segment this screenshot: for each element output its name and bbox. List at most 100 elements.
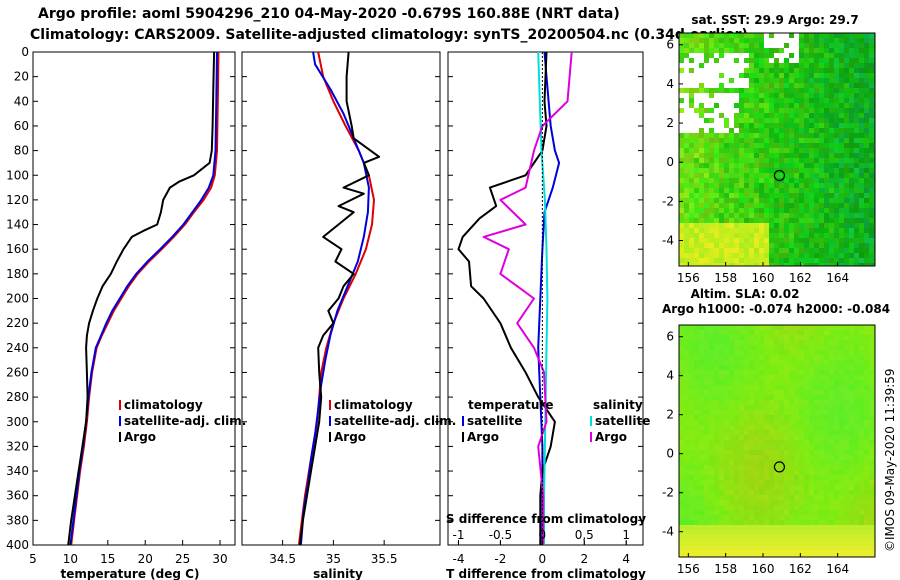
map-cell bbox=[864, 223, 869, 228]
map-cell bbox=[829, 460, 834, 465]
map-cell bbox=[854, 33, 859, 38]
map-cell bbox=[744, 405, 749, 410]
map-cell bbox=[714, 415, 719, 420]
map-cell bbox=[829, 68, 834, 73]
map-cell bbox=[764, 123, 769, 128]
map-cell bbox=[774, 515, 779, 520]
map-cell bbox=[689, 435, 694, 440]
map-cell bbox=[764, 138, 769, 143]
map-cell bbox=[789, 360, 794, 365]
map-cell bbox=[814, 480, 819, 485]
map-cell bbox=[704, 515, 709, 520]
y-tick-label: 80 bbox=[14, 144, 29, 158]
map-cell bbox=[834, 88, 839, 93]
map-cell bbox=[759, 213, 764, 218]
map-cell bbox=[704, 133, 709, 138]
map-cell bbox=[699, 400, 704, 405]
map-cell bbox=[684, 505, 689, 510]
map-cell bbox=[829, 148, 834, 153]
map-cell bbox=[799, 410, 804, 415]
map-cell bbox=[824, 78, 829, 83]
map-cell bbox=[749, 360, 754, 365]
map-cell bbox=[834, 233, 839, 238]
map-cell bbox=[744, 505, 749, 510]
map-cell bbox=[709, 500, 714, 505]
map-cell bbox=[834, 238, 839, 243]
map-cell bbox=[849, 415, 854, 420]
map-cell bbox=[784, 350, 789, 355]
map-cell bbox=[804, 143, 809, 148]
map-cell bbox=[779, 480, 784, 485]
map-cell bbox=[824, 360, 829, 365]
map-cell bbox=[689, 158, 694, 163]
map-cell bbox=[734, 223, 739, 228]
map-cell bbox=[724, 188, 729, 193]
map-cell bbox=[829, 330, 834, 335]
map-cell bbox=[794, 505, 799, 510]
map-cell bbox=[729, 530, 734, 535]
map-cell bbox=[809, 395, 814, 400]
map-cell bbox=[844, 530, 849, 535]
map-cell bbox=[809, 505, 814, 510]
map-cell bbox=[824, 263, 829, 266]
map-cell bbox=[729, 480, 734, 485]
map-cell bbox=[839, 375, 844, 380]
map-cell bbox=[704, 88, 709, 93]
map-cell bbox=[764, 430, 769, 435]
map-cell bbox=[829, 223, 834, 228]
map-cell bbox=[804, 38, 809, 43]
map-cell bbox=[854, 405, 859, 410]
map-cell bbox=[754, 350, 759, 355]
map-cell bbox=[749, 128, 754, 133]
map-cell bbox=[794, 238, 799, 243]
map-cell bbox=[869, 98, 874, 103]
map-cell bbox=[804, 520, 809, 525]
map-cell bbox=[684, 148, 689, 153]
map-cell bbox=[749, 178, 754, 183]
map-cell bbox=[689, 450, 694, 455]
map-cell bbox=[724, 340, 729, 345]
map-cell bbox=[859, 350, 864, 355]
map-cell bbox=[824, 430, 829, 435]
map-cell bbox=[769, 460, 774, 465]
map-cell bbox=[869, 228, 874, 233]
map-cell bbox=[789, 263, 794, 266]
map-cell bbox=[739, 435, 744, 440]
map-cell bbox=[709, 405, 714, 410]
map-cell bbox=[694, 525, 699, 530]
map-cell bbox=[744, 395, 749, 400]
map-cell bbox=[784, 445, 789, 450]
map-cell bbox=[784, 495, 789, 500]
map-cell bbox=[729, 420, 734, 425]
map-cell bbox=[779, 525, 784, 530]
map-cell bbox=[864, 128, 869, 133]
map-cell bbox=[734, 183, 739, 188]
map-cell bbox=[719, 48, 724, 53]
map-cell bbox=[729, 470, 734, 475]
map-cell bbox=[724, 350, 729, 355]
map-cell bbox=[809, 33, 814, 38]
map-cell bbox=[769, 445, 774, 450]
map-cell bbox=[724, 445, 729, 450]
map-cell bbox=[869, 425, 874, 430]
map-cell bbox=[779, 370, 784, 375]
map-cell bbox=[694, 375, 699, 380]
map-cell bbox=[759, 500, 764, 505]
map-cell bbox=[719, 33, 724, 38]
salinity-series-argo bbox=[298, 52, 381, 545]
map-cell bbox=[754, 238, 759, 243]
map-cell bbox=[854, 340, 859, 345]
map-cell bbox=[809, 460, 814, 465]
map-cell bbox=[694, 88, 699, 93]
map-cell bbox=[704, 435, 709, 440]
map-cell bbox=[774, 420, 779, 425]
map-cell bbox=[854, 78, 859, 83]
map-cell bbox=[759, 243, 764, 248]
map-cell bbox=[724, 500, 729, 505]
map-cell bbox=[844, 38, 849, 43]
map-cell bbox=[749, 365, 754, 370]
map-cell bbox=[844, 325, 849, 330]
map-cell bbox=[684, 223, 689, 228]
map-cell bbox=[819, 153, 824, 158]
